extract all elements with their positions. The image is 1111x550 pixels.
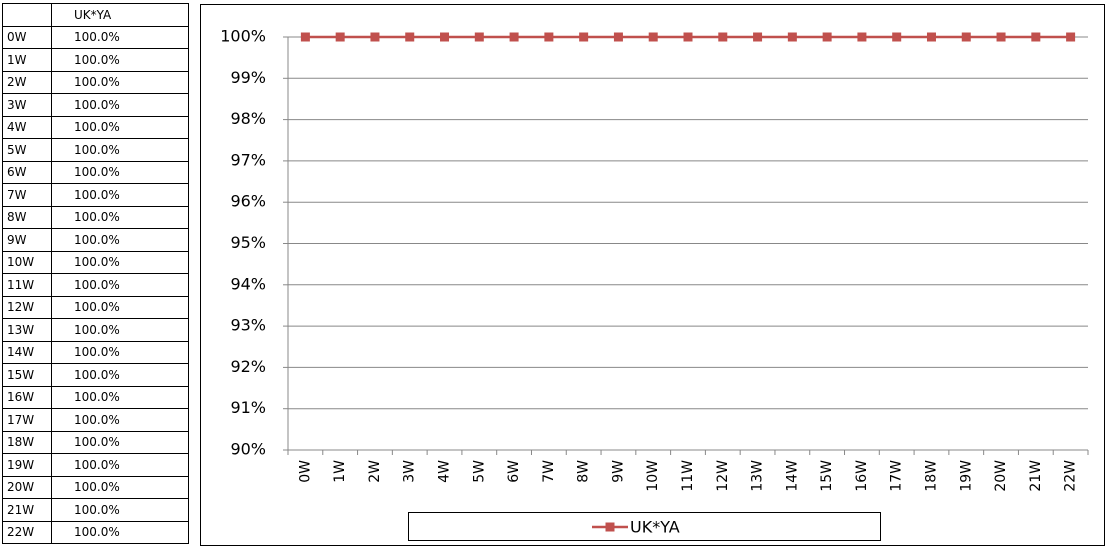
marker [648, 32, 658, 42]
x-tick-label: 8W [576, 460, 592, 483]
value-cell: 100.0% [51, 520, 189, 544]
table-row: 7W 100.0% [2, 183, 189, 207]
label-cell: 22W [2, 520, 52, 544]
marker [718, 32, 728, 42]
y-tick-label: 91% [230, 398, 266, 417]
legend-box [408, 512, 881, 541]
marker [300, 32, 310, 42]
x-tick-label: 18W [923, 460, 939, 492]
x-tick-label: 12W [715, 460, 731, 492]
x-tick-label: 4W [437, 460, 453, 483]
y-tick-label: 98% [230, 109, 266, 128]
y-tick-label: 100% [220, 27, 266, 46]
table-row: 20W 100.0% [2, 475, 189, 499]
legend-label: UK*YA [630, 518, 680, 537]
marker [613, 32, 623, 42]
data-table: UK*YA 0W 100.0% 1W 100.0% 2W 100.0% 3W 100.0% 4W… [2, 3, 189, 544]
x-tick-label: 6W [506, 460, 522, 483]
value-cell: 100.0% [51, 115, 189, 139]
y-tick-label: 93% [230, 316, 266, 335]
x-tick-label: 3W [402, 460, 418, 483]
header-row: UK*YA [2, 3, 189, 27]
y-tick-label: 99% [230, 68, 266, 87]
x-tick-label: 21W [1028, 460, 1044, 492]
y-tick-label: 90% [230, 440, 266, 459]
x-tick-label: 16W [854, 460, 870, 492]
marker [1066, 32, 1076, 42]
marker [787, 32, 797, 42]
table-row: 0W 100.0% [2, 25, 189, 49]
marker [335, 32, 345, 42]
x-tick-label: 10W [645, 460, 661, 492]
marker [440, 32, 450, 42]
x-tick-label: 0W [297, 460, 313, 483]
table-row: 16W 100.0% [2, 385, 189, 409]
marker [961, 32, 971, 42]
marker [509, 32, 519, 42]
table-row: 5W 100.0% [2, 138, 189, 162]
x-tick-label: 20W [993, 460, 1009, 492]
marker [579, 32, 589, 42]
table-row: 15W 100.0% [2, 363, 189, 387]
table-row: 2W 100.0% [2, 70, 189, 94]
table-row: 22W 100.0% [2, 520, 189, 544]
value-cell: 100.0% [51, 138, 189, 162]
value-cell: 100.0% [51, 228, 189, 252]
value-cell: 100.0% [51, 183, 189, 207]
x-tick-label: 2W [367, 460, 383, 483]
chart-frame [200, 4, 1105, 546]
x-tick-label: 22W [1063, 460, 1079, 492]
x-tick-label: 13W [750, 460, 766, 492]
marker [683, 32, 693, 42]
marker [1031, 32, 1041, 42]
marker [822, 32, 832, 42]
marker [405, 32, 415, 42]
marker [753, 32, 763, 42]
table-row: 9W 100.0% [2, 228, 189, 252]
x-tick-label: 17W [889, 460, 905, 492]
marker [857, 32, 867, 42]
x-tick-label: 15W [819, 460, 835, 492]
x-tick-label: 9W [610, 460, 626, 483]
x-tick-label: 5W [471, 460, 487, 483]
marker [926, 32, 936, 42]
value-cell: 100.0% [51, 205, 189, 229]
table-row: 6W 100.0% [2, 160, 189, 184]
table-row: 8W 100.0% [2, 205, 189, 229]
table-body: UK*YA 0W 100.0% 1W 100.0% 2W 100.0% 3W 100.0% 4W… [2, 3, 189, 544]
marker [474, 32, 484, 42]
y-tick-label: 92% [230, 357, 266, 376]
marker [892, 32, 902, 42]
table-row: 13W 100.0% [2, 318, 189, 342]
table-row: 4W 100.0% [2, 115, 189, 139]
table-row: 17W 100.0% [2, 408, 189, 432]
legend-marker [605, 522, 615, 532]
marker [996, 32, 1006, 42]
value-cell: 100.0% [51, 160, 189, 184]
y-tick-label: 97% [230, 150, 266, 169]
x-tick-label: 19W [958, 460, 974, 492]
table-row: 14W 100.0% [2, 340, 189, 364]
x-tick-label: 14W [784, 460, 800, 492]
y-tick-label: 94% [230, 274, 266, 293]
x-tick-label: 7W [541, 460, 557, 483]
x-tick-label: 1W [332, 460, 348, 483]
y-tick-label: 95% [230, 233, 266, 252]
x-tick-label: 11W [680, 460, 696, 492]
marker [544, 32, 554, 42]
marker [370, 32, 380, 42]
y-tick-label: 96% [230, 192, 266, 211]
table-row: 18W 100.0% [2, 430, 189, 454]
